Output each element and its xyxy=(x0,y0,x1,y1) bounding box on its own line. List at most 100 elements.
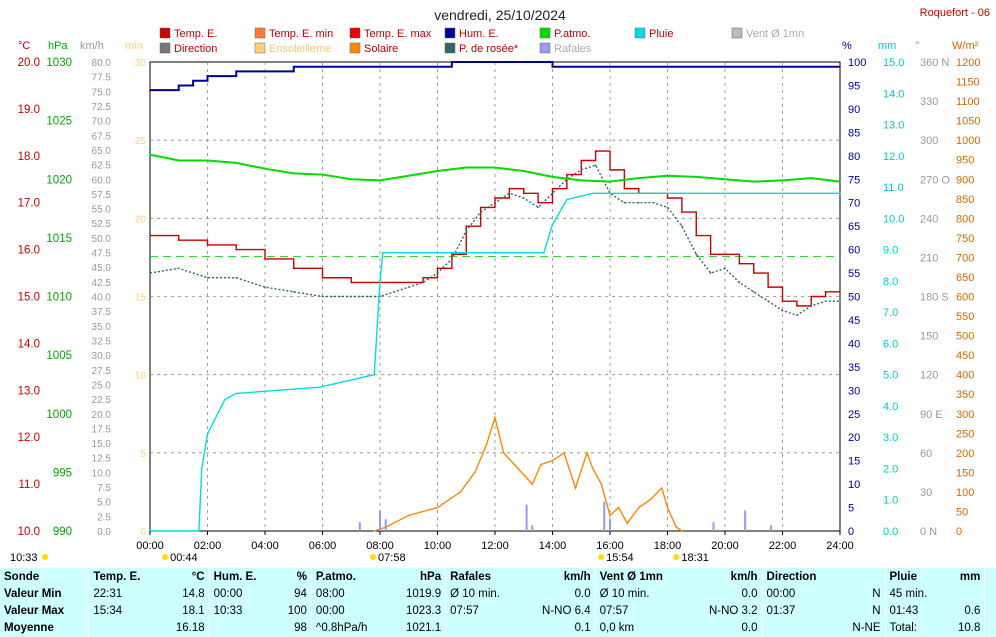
axis-tick-rain: 12.0 xyxy=(883,151,904,163)
axis-tick-press: 1025 xyxy=(46,116,72,128)
axis-tick-press: 1010 xyxy=(46,292,72,304)
series-point xyxy=(586,452,588,454)
series-point xyxy=(551,176,554,178)
axis-tick-wind: 32.5 xyxy=(92,336,112,347)
axis-tick-temp: 19.0 xyxy=(18,104,40,116)
axis-tick-wind: 37.5 xyxy=(92,307,112,318)
axis-tick-wind: 5.0 xyxy=(97,498,111,509)
series-point xyxy=(594,164,597,166)
axis-tick-press: 1020 xyxy=(46,174,72,186)
summary-cell-value: 98 xyxy=(294,622,307,635)
series-point xyxy=(781,179,784,182)
moon-icon xyxy=(42,554,48,560)
axis-tick-wind: 10.0 xyxy=(92,468,112,479)
axis-tick-hum: 15 xyxy=(848,456,860,468)
series-point xyxy=(379,280,381,282)
time-tick-label: 14:00 xyxy=(539,540,567,552)
axis-tick-hum: 60 xyxy=(848,245,860,257)
legend-label: Solaire xyxy=(364,43,398,55)
series-point xyxy=(235,162,238,164)
series-point xyxy=(666,206,669,209)
moonset-label: 10:33 xyxy=(10,552,38,564)
axis-tick-dir: 0 N xyxy=(920,526,937,538)
axis-tick-solar: 350 xyxy=(956,389,974,401)
axis-tick-solar: 300 xyxy=(956,409,974,421)
summary-header-unit: mm xyxy=(959,570,981,583)
axis-tick-wind: 62.5 xyxy=(92,161,112,172)
summary-cell-value: 1023.3 xyxy=(405,605,442,618)
axis-unit-wind: km/h xyxy=(80,40,104,52)
series-point xyxy=(681,211,683,213)
series-point xyxy=(637,201,640,204)
axis-tick-solar: 650 xyxy=(956,272,974,284)
series-point xyxy=(264,258,266,260)
summary-header-row: Sonde Temp. E. °C Hum. E.% P.atmo. hPa Rafales… xyxy=(0,568,996,586)
axis-tick-press: 1000 xyxy=(46,409,72,421)
summary-cell-time: 15:34 xyxy=(88,602,161,620)
time-tick-label: 02:00 xyxy=(194,540,222,552)
series-point xyxy=(522,197,525,199)
axis-tick-hum: 100 xyxy=(848,57,866,69)
series-point xyxy=(824,291,827,293)
series-point xyxy=(198,530,200,532)
axis-tick-hum: 30 xyxy=(848,385,860,397)
axis-tick-wind: 77.5 xyxy=(92,73,112,84)
series-point xyxy=(591,467,594,470)
series-point xyxy=(738,281,741,284)
axis-tick-press: 1005 xyxy=(46,350,72,362)
axis-tick-wind: 0.0 xyxy=(97,527,111,538)
axis-tick-rain: 11.0 xyxy=(883,182,904,194)
series-point xyxy=(494,166,496,169)
series-point xyxy=(149,234,151,237)
axis-tick-solar: 1100 xyxy=(956,96,980,108)
series-point xyxy=(235,276,238,279)
axis-tick-wind: 70.0 xyxy=(92,117,112,128)
series-point xyxy=(781,309,784,312)
sun-event-label: 00:44 xyxy=(170,552,198,564)
series-point xyxy=(522,192,525,195)
series-point xyxy=(738,262,741,265)
axis-tick-dir: 180 S xyxy=(920,292,949,304)
axis-tick-hum: 0 xyxy=(848,526,854,538)
axis-unit-sun: min xyxy=(125,40,143,52)
axis-unit-press: hPa xyxy=(48,40,68,52)
series-point xyxy=(609,169,611,171)
series-point xyxy=(517,467,519,470)
series-point xyxy=(839,300,841,302)
axis-tick-sun: 10 xyxy=(135,371,147,382)
axis-tick-temp: 15.0 xyxy=(18,292,40,304)
legend-swatch xyxy=(731,27,743,39)
summary-cell-time: 22:31 xyxy=(88,585,161,603)
series-point xyxy=(781,65,784,68)
legend-swatch xyxy=(539,42,551,54)
series-point xyxy=(666,506,669,509)
series-point xyxy=(724,65,726,68)
series-point xyxy=(796,314,798,317)
series-point xyxy=(695,176,698,178)
axis-tick-wind: 42.5 xyxy=(92,278,112,289)
series-point xyxy=(200,467,203,470)
summary-cell-value: N xyxy=(872,587,881,600)
series-point xyxy=(494,201,496,204)
axis-unit-hum: % xyxy=(842,40,852,52)
series-point xyxy=(609,65,611,68)
axis-tick-solar: 1150 xyxy=(956,77,980,89)
summary-cell-value: 0.0 xyxy=(741,587,758,600)
summary-header-unit: % xyxy=(296,570,307,583)
series-point xyxy=(709,272,712,274)
sun-icon xyxy=(598,554,605,560)
axis-tick-sun: 15 xyxy=(135,293,147,304)
axis-tick-rain: 14.0 xyxy=(883,88,904,100)
series-point xyxy=(379,65,381,68)
axis-tick-sun: 0 xyxy=(140,527,146,538)
axis-tick-hum: 50 xyxy=(848,292,860,304)
axis-tick-hum: 20 xyxy=(848,432,860,444)
series-point xyxy=(695,234,698,237)
summary-cell-time: 01:43 xyxy=(884,602,945,620)
series-point xyxy=(551,65,554,68)
series-point xyxy=(600,483,603,485)
summary-cell-time: 00:00 xyxy=(310,602,390,620)
series-point xyxy=(767,300,769,302)
series-line xyxy=(374,415,683,532)
summary-header-label: Sonde xyxy=(4,570,40,583)
